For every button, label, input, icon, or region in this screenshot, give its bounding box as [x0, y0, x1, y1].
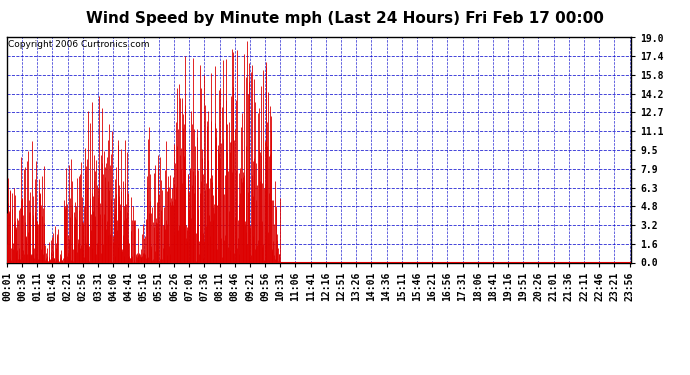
Text: Wind Speed by Minute mph (Last 24 Hours) Fri Feb 17 00:00: Wind Speed by Minute mph (Last 24 Hours)… [86, 11, 604, 26]
Text: Copyright 2006 Curtronics.com: Copyright 2006 Curtronics.com [8, 40, 150, 49]
